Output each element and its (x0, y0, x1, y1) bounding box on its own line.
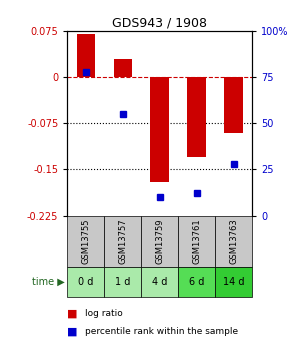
Bar (114, 59, 132, 77)
Text: percentile rank within the sample: percentile rank within the sample (85, 327, 238, 336)
Text: ■: ■ (67, 326, 78, 336)
Bar (104, 216, 141, 267)
Bar (215, 216, 252, 267)
Bar (141, 267, 178, 297)
Text: 4 d: 4 d (152, 277, 167, 287)
Bar (77, 34, 95, 77)
Text: 0 d: 0 d (78, 277, 93, 287)
Title: GDS943 / 1908: GDS943 / 1908 (112, 17, 207, 30)
Text: ■: ■ (67, 309, 78, 319)
Bar (67, 216, 104, 267)
Text: GSM13761: GSM13761 (192, 219, 201, 264)
Text: GSM13763: GSM13763 (229, 219, 238, 264)
Text: GSM13755: GSM13755 (81, 219, 90, 264)
Bar (224, 77, 243, 132)
Bar (178, 216, 215, 267)
Bar (104, 267, 141, 297)
Bar (188, 77, 206, 157)
Text: log ratio: log ratio (85, 309, 123, 318)
Bar (141, 216, 178, 267)
Text: GSM13759: GSM13759 (155, 219, 164, 264)
Bar (215, 267, 252, 297)
Text: GSM13757: GSM13757 (118, 219, 127, 264)
Bar (67, 267, 104, 297)
Text: 1 d: 1 d (115, 277, 130, 287)
Text: 6 d: 6 d (189, 277, 204, 287)
Bar (151, 77, 169, 182)
Text: time ▶: time ▶ (32, 277, 64, 287)
Bar (178, 267, 215, 297)
Text: 14 d: 14 d (223, 277, 244, 287)
